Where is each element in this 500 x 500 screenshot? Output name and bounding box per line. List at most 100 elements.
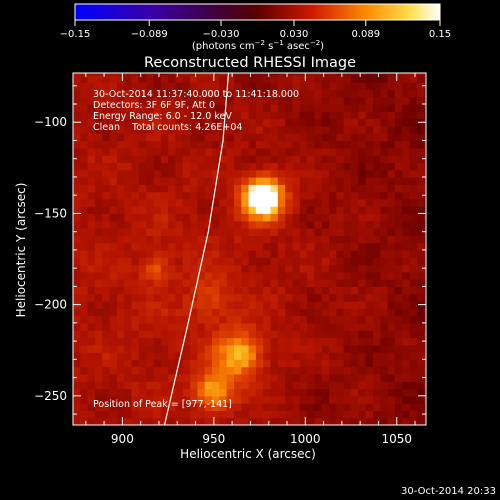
heatmap-cell: [292, 206, 301, 214]
heatmap-cell: [394, 155, 403, 163]
heatmap-cell: [424, 133, 426, 142]
x-tick-label: 1050: [381, 432, 412, 446]
heatmap-cell: [153, 235, 162, 244]
heatmap-cell: [409, 140, 418, 149]
heatmap-cell: [351, 177, 359, 185]
heatmap-cell: [109, 359, 118, 368]
heatmap-cell: [292, 74, 301, 83]
heatmap-cell: [402, 133, 411, 142]
heatmap-cell: [314, 330, 323, 339]
heatmap-cell: [94, 242, 103, 251]
heatmap-cell: [263, 286, 272, 295]
heatmap-cell: [409, 82, 418, 90]
heatmap-cell: [131, 162, 140, 171]
heatmap-cell: [160, 322, 169, 331]
heatmap-cell: [219, 366, 228, 375]
heatmap-cell: [299, 206, 308, 214]
heatmap-cell: [124, 344, 133, 353]
heatmap-cell: [219, 373, 228, 382]
heatmap-cell: [285, 177, 294, 185]
heatmap-cell: [87, 249, 96, 258]
heatmap-cell: [197, 366, 206, 375]
heatmap-cell: [212, 417, 220, 425]
heatmap-cell: [197, 322, 206, 331]
heatmap-cell: [263, 373, 272, 382]
heatmap-cell: [182, 366, 191, 375]
heatmap-cell: [416, 228, 425, 236]
heatmap-cell: [109, 191, 118, 200]
heatmap-cell: [131, 147, 140, 156]
heatmap-cell: [241, 89, 250, 98]
heatmap-cell: [204, 322, 213, 331]
heatmap-cell: [109, 73, 118, 76]
heatmap-cell: [424, 125, 426, 134]
heatmap-cell: [109, 206, 118, 214]
heatmap-cell: [292, 257, 301, 266]
heatmap-cell: [270, 359, 279, 368]
heatmap-cell: [277, 330, 286, 339]
heatmap-cell: [285, 322, 294, 331]
heatmap-cell: [409, 359, 418, 368]
heatmap-cell: [241, 337, 250, 346]
heatmap-cell: [234, 322, 242, 331]
heatmap-cell: [131, 403, 140, 411]
heatmap-cell: [329, 220, 337, 229]
heatmap-cell: [387, 82, 396, 90]
heatmap-cell: [424, 89, 426, 98]
heatmap-cell: [358, 191, 367, 200]
heatmap-cell: [248, 279, 257, 287]
heatmap-cell: [190, 155, 198, 163]
heatmap-cell: [146, 344, 155, 353]
heatmap-cell: [277, 111, 286, 120]
plot-area: 900 950 1000 1050−100−150−200−250: [34, 72, 427, 446]
heatmap-cell: [160, 177, 169, 185]
heatmap-cell: [109, 235, 118, 244]
heatmap-cell: [168, 74, 176, 83]
heatmap-cell: [299, 359, 308, 368]
heatmap-cell: [299, 133, 308, 142]
heatmap-cell: [299, 257, 308, 266]
heatmap-cell: [409, 286, 418, 295]
heatmap-cell: [87, 228, 96, 236]
heatmap-cell: [146, 264, 155, 273]
heatmap-cell: [226, 417, 235, 425]
heatmap-cell: [380, 104, 389, 112]
heatmap-cell: [212, 249, 220, 258]
heatmap-cell: [263, 155, 272, 163]
heatmap-cell: [299, 293, 308, 302]
heatmap-cell: [138, 213, 147, 222]
heatmap-cell: [343, 82, 352, 90]
heatmap-cell: [292, 125, 301, 134]
heatmap-cell: [234, 177, 242, 185]
heatmap-cell: [146, 322, 155, 331]
heatmap-cell: [168, 82, 176, 90]
heatmap-cell: [255, 213, 264, 222]
heatmap-cell: [321, 184, 330, 193]
heatmap-cell: [263, 220, 272, 229]
heatmap-cell: [138, 220, 147, 229]
heatmap-cell: [270, 388, 279, 397]
heatmap-cell: [175, 293, 184, 302]
heatmap-cell: [219, 177, 228, 185]
heatmap-cell: [402, 257, 411, 266]
heatmap-cell: [307, 213, 315, 222]
heatmap-cell: [219, 213, 228, 222]
heatmap-cell: [416, 198, 425, 207]
heatmap-cell: [270, 352, 279, 360]
heatmap-cell: [351, 410, 359, 419]
heatmap-cell: [292, 111, 301, 120]
heatmap-cell: [219, 125, 228, 134]
heatmap-cell: [402, 308, 411, 317]
heatmap-cell: [219, 118, 228, 127]
heatmap-cell: [131, 111, 140, 120]
heatmap-cell: [343, 228, 352, 236]
heatmap-cell: [314, 301, 323, 309]
heatmap-cell: [226, 169, 235, 178]
heatmap-cell: [219, 315, 228, 324]
y-tick-label: −100: [34, 115, 67, 129]
heatmap-cell: [343, 249, 352, 258]
heatmap-cell: [343, 242, 352, 251]
heatmap-cell: [212, 388, 220, 397]
heatmap-cell: [387, 213, 396, 222]
heatmap-cell: [307, 271, 315, 280]
